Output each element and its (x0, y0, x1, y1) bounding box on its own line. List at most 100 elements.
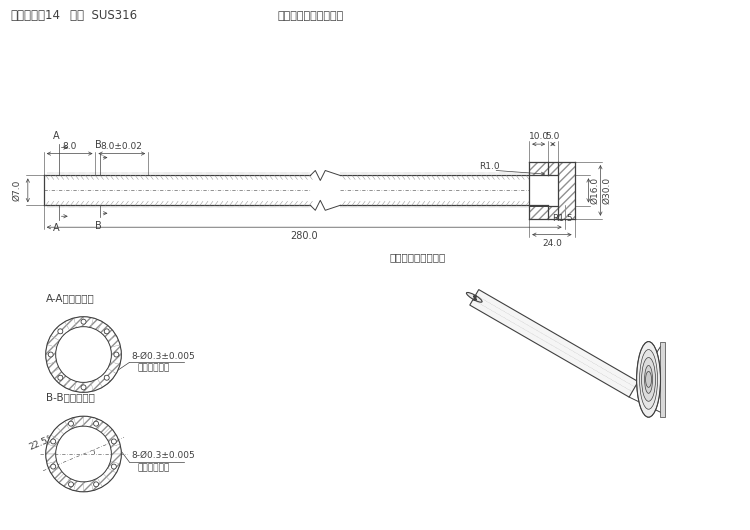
Text: A: A (53, 223, 60, 233)
Wedge shape (47, 461, 59, 473)
Text: A: A (53, 131, 60, 140)
Wedge shape (64, 378, 76, 391)
Wedge shape (46, 355, 57, 364)
Text: R1.5: R1.5 (552, 215, 573, 224)
Wedge shape (47, 435, 59, 447)
Circle shape (58, 329, 63, 334)
Wedge shape (108, 362, 120, 374)
Wedge shape (110, 344, 122, 355)
Wedge shape (104, 368, 116, 381)
Polygon shape (470, 289, 638, 397)
Text: 24.0: 24.0 (542, 238, 562, 248)
Wedge shape (91, 318, 103, 330)
Text: 8.0±0.02: 8.0±0.02 (100, 142, 142, 151)
Circle shape (58, 375, 63, 380)
Text: Ø30.0: Ø30.0 (602, 177, 611, 204)
Wedge shape (98, 374, 110, 387)
Bar (530, 162, 548, 175)
Bar (548, 206, 557, 219)
Bar (530, 175, 548, 205)
Wedge shape (57, 374, 70, 387)
Wedge shape (83, 416, 93, 427)
Wedge shape (46, 454, 57, 464)
Text: （円周等配）: （円周等配） (137, 364, 170, 373)
Wedge shape (57, 421, 70, 434)
Polygon shape (661, 342, 665, 417)
Text: A-A拡大断面図: A-A拡大断面図 (46, 293, 94, 303)
Ellipse shape (637, 342, 661, 417)
Text: Ø16.0: Ø16.0 (590, 177, 599, 204)
Ellipse shape (641, 358, 656, 401)
Circle shape (104, 329, 110, 334)
Circle shape (81, 385, 86, 390)
Wedge shape (64, 418, 76, 430)
Circle shape (104, 375, 110, 380)
Wedge shape (47, 335, 59, 347)
Bar (548, 162, 557, 175)
Text: 中間省略した斜視図: 中間省略した斜視図 (390, 252, 446, 262)
Wedge shape (91, 378, 103, 391)
Wedge shape (57, 322, 70, 335)
Text: 材質  SUS316: 材質 SUS316 (70, 10, 136, 22)
Wedge shape (64, 478, 76, 491)
Ellipse shape (466, 293, 482, 302)
Circle shape (114, 352, 118, 357)
Circle shape (94, 482, 98, 487)
Circle shape (68, 421, 74, 426)
Ellipse shape (640, 350, 658, 409)
Ellipse shape (646, 372, 652, 387)
Text: 280.0: 280.0 (290, 231, 318, 241)
Wedge shape (108, 335, 120, 347)
Wedge shape (98, 474, 110, 487)
Wedge shape (51, 368, 64, 381)
Wedge shape (46, 444, 57, 454)
Text: 5.0: 5.0 (546, 132, 560, 141)
Wedge shape (83, 481, 93, 492)
Bar (530, 206, 548, 219)
Circle shape (94, 421, 98, 426)
Wedge shape (98, 421, 110, 434)
Bar (557, 162, 574, 219)
Text: 中間省略した縦断面図: 中間省略した縦断面図 (278, 11, 344, 21)
Bar (548, 206, 557, 219)
Text: B-B拡大断面図: B-B拡大断面図 (46, 392, 94, 402)
Wedge shape (51, 427, 64, 440)
Wedge shape (91, 478, 103, 491)
Wedge shape (98, 322, 110, 335)
Wedge shape (74, 317, 83, 328)
Circle shape (112, 439, 116, 444)
Circle shape (68, 482, 74, 487)
Text: B: B (95, 221, 102, 231)
Wedge shape (110, 454, 122, 464)
Wedge shape (110, 444, 122, 454)
Bar (548, 162, 557, 175)
Bar (557, 162, 574, 219)
Circle shape (51, 464, 56, 469)
Wedge shape (83, 382, 93, 392)
Wedge shape (74, 481, 83, 492)
Wedge shape (51, 328, 64, 341)
Text: 22.5°: 22.5° (28, 435, 54, 452)
Bar (530, 162, 548, 175)
Wedge shape (57, 474, 70, 487)
Wedge shape (46, 344, 57, 355)
Text: （円周等配）: （円周等配） (137, 463, 170, 472)
Text: B: B (95, 139, 102, 149)
Text: Ø7.0: Ø7.0 (13, 180, 22, 201)
Text: 製品図面例14: 製品図面例14 (10, 10, 60, 22)
Wedge shape (110, 355, 122, 364)
Circle shape (48, 352, 53, 357)
Wedge shape (108, 435, 120, 447)
Ellipse shape (644, 366, 652, 393)
Wedge shape (104, 427, 116, 440)
Wedge shape (64, 318, 76, 330)
Wedge shape (104, 468, 116, 481)
Text: 8.0: 8.0 (62, 142, 76, 151)
Circle shape (112, 464, 116, 469)
Wedge shape (108, 461, 120, 473)
Circle shape (51, 439, 56, 444)
Wedge shape (74, 416, 83, 427)
Wedge shape (83, 317, 93, 328)
Wedge shape (51, 468, 64, 481)
Bar (530, 206, 548, 219)
